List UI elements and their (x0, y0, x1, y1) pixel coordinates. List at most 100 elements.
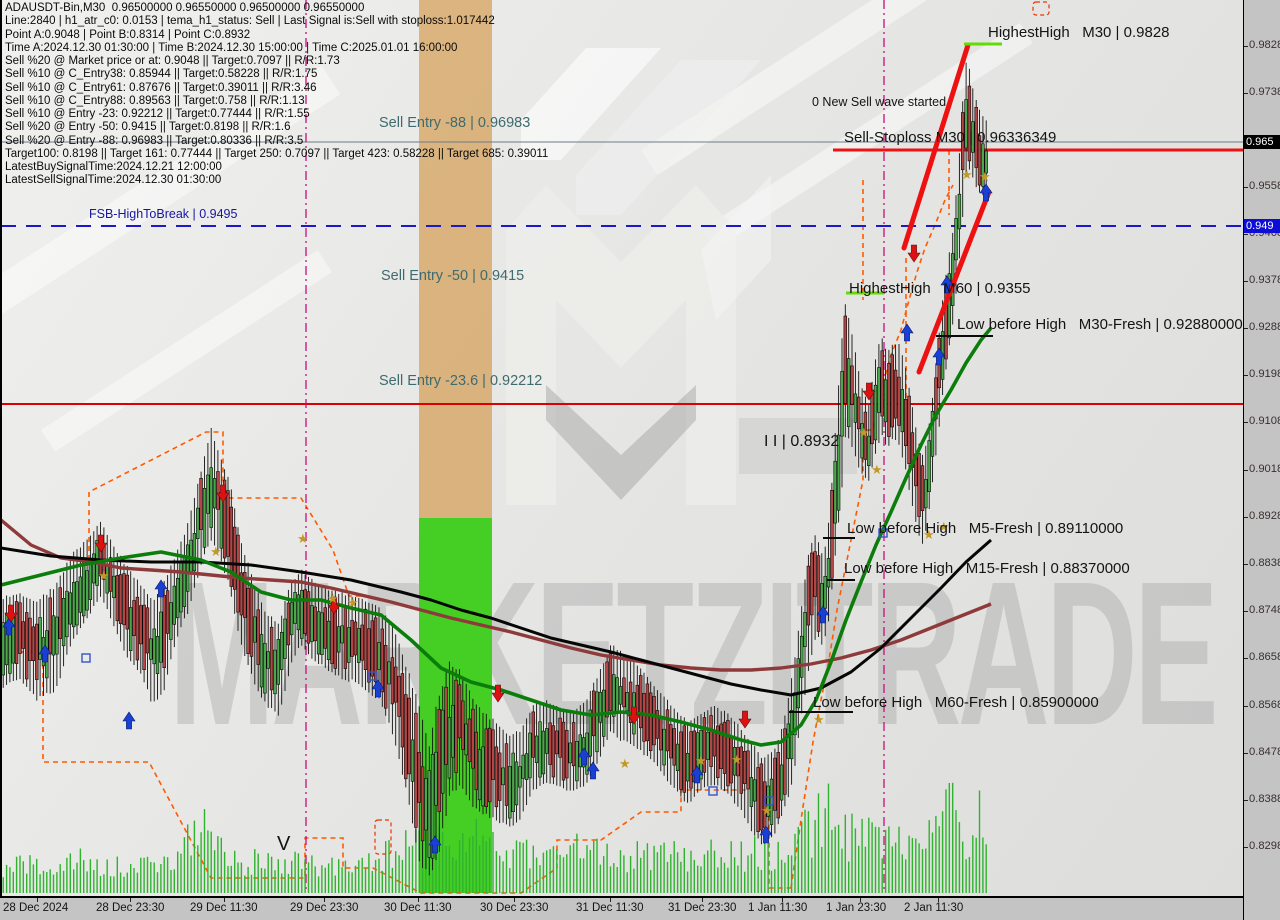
candle-body (534, 735, 539, 764)
candle-body (35, 623, 39, 680)
candle-body (907, 395, 911, 465)
volume-bar (794, 833, 796, 893)
candle-body (813, 551, 817, 597)
star-icon: ★ (938, 519, 950, 534)
candle-body (68, 592, 73, 625)
volume-bar (915, 838, 917, 893)
volume-bar (837, 824, 840, 893)
volume-bar (123, 876, 125, 893)
candle-body (612, 674, 616, 717)
volume-bar (935, 815, 937, 893)
candle-body (608, 653, 613, 711)
sell-arrow-icon (327, 596, 341, 615)
volume-bar (281, 873, 283, 893)
volume-bar (103, 874, 105, 893)
star-icon: ★ (858, 425, 870, 440)
volume-bar (321, 865, 323, 893)
volume-bar (613, 863, 615, 893)
candle-body (856, 396, 861, 430)
candle-body (836, 434, 841, 511)
volume-bar (700, 866, 702, 893)
volume-bar (730, 841, 732, 893)
signal-band-orange (419, 0, 492, 518)
volume-bar (549, 849, 551, 893)
candle-body (477, 749, 482, 801)
volume-bar (401, 859, 404, 893)
volume-bar (244, 875, 246, 893)
volume-bar (257, 853, 259, 893)
price-tick-label: 0.8928 (1249, 510, 1280, 522)
candle-body (266, 651, 270, 669)
volume-bar (636, 841, 638, 893)
candle-body (31, 626, 36, 661)
candle-body (122, 573, 126, 626)
volume-bar (770, 870, 773, 893)
candle-body (471, 708, 475, 769)
volume-bar (442, 831, 444, 893)
candle-body (497, 752, 502, 801)
candle-body (149, 638, 153, 660)
star-icon: ★ (923, 527, 935, 542)
candle-body (370, 620, 374, 677)
volume-bar (19, 855, 21, 893)
candle-body (605, 661, 609, 718)
volume-bar (9, 867, 11, 893)
candle-body (330, 607, 334, 664)
volume-bar (841, 848, 843, 893)
buy-arrow-icon (932, 347, 946, 366)
volume-bar (408, 846, 410, 893)
candle-body (303, 589, 307, 634)
candle-body (152, 628, 156, 665)
candle-body (48, 597, 52, 655)
volume-bar (234, 850, 236, 893)
volume-bar (391, 867, 394, 893)
time-axis: 28 Dec 2024 28 Dec 23:30 29 Dec 11:30 29 De… (0, 897, 1243, 920)
candle-body (773, 757, 777, 811)
volume-bar (931, 832, 934, 893)
volume-bar (874, 826, 877, 893)
volume-bar (485, 841, 487, 893)
candle-body (249, 586, 254, 657)
candle-body (930, 410, 935, 457)
candle-body (115, 575, 120, 622)
buy-arrow-icon (371, 679, 385, 698)
volume-bar (227, 866, 229, 893)
candle-body (383, 644, 388, 709)
price-tick-label: 0.9288 (1249, 321, 1280, 333)
candle-body (900, 389, 905, 433)
candle-body (752, 779, 757, 802)
volume-bar (307, 862, 310, 893)
volume-bar (824, 808, 826, 893)
volume-bar (623, 855, 625, 893)
candle-body (263, 642, 267, 694)
volume-bar (83, 860, 85, 893)
volume-bar (569, 845, 571, 893)
info-line-9: Sell %20 @ Entry -50: 0.9415 || Target:0… (5, 121, 291, 134)
candle-body (830, 489, 834, 579)
buy-arrow-icon (759, 825, 773, 844)
candle-body (343, 605, 348, 669)
candle-body (393, 666, 398, 703)
candle-body (172, 585, 176, 625)
volume-bar (579, 858, 581, 893)
candle-body (662, 728, 666, 766)
candle-body (373, 617, 378, 683)
volume-bar (291, 860, 293, 893)
candle-body (92, 553, 96, 584)
price-tick-label: 0.9378 (1249, 274, 1280, 286)
volume-bar (12, 871, 14, 893)
candle-body (628, 681, 633, 723)
chart-annotation: Sell Entry -50 | 0.9415 (381, 268, 525, 284)
candle-body (558, 717, 562, 758)
candle-body (749, 777, 754, 807)
candle-body (719, 723, 723, 770)
candle-body (340, 625, 344, 644)
candle-body (551, 725, 556, 778)
candle-body (810, 552, 814, 616)
candle-body (400, 673, 405, 748)
buy-arrow-icon (122, 711, 136, 730)
candle-body (420, 766, 425, 842)
price-tick-label: 0.8568 (1249, 699, 1280, 711)
volume-bar (106, 859, 108, 893)
candle-body (538, 721, 542, 778)
